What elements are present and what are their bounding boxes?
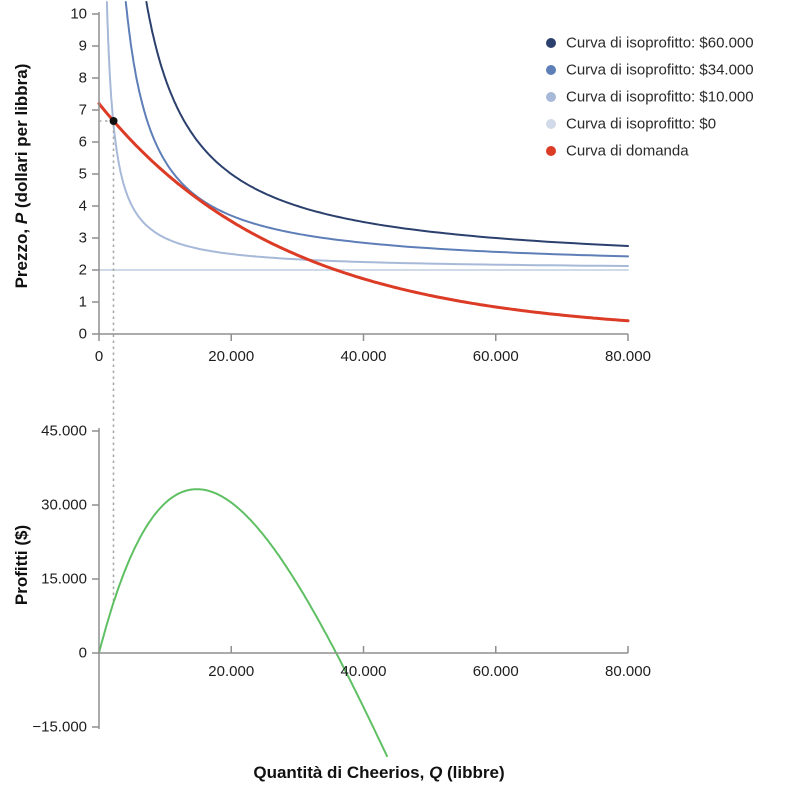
price-panel-axes: 0 1 2 3 4 5 6 7 8 9 10 0 20.000 40.000 60.000 80.000 — [70, 6, 651, 366]
price-y-tick-label: 7 — [79, 102, 87, 119]
legend-dot-isoprofit-60000 — [546, 38, 556, 48]
legend-label-demand: Curva di domanda — [566, 143, 689, 160]
legend-dot-isoprofit-34000 — [546, 65, 556, 75]
marked-point-group — [99, 117, 118, 603]
profit-y-tick-label: 15.000 — [41, 571, 87, 588]
price-y-tick-label: 4 — [79, 198, 87, 215]
price-axis-title-em: P — [12, 212, 31, 224]
quantity-axis-title: Quantità di Cheerios, Q (libbre) — [253, 763, 504, 782]
legend-label-isoprofit-0: Curva di isoprofitto: $0 — [566, 116, 716, 133]
price-axis-title-post: (dollari per libbra) — [12, 64, 31, 213]
price-x-tick-label: 40.000 — [341, 348, 387, 365]
profit-panel-curves — [98, 488, 389, 758]
price-x-tick-label: 80.000 — [605, 348, 651, 365]
profit-y-tick-label: 0 — [79, 645, 87, 662]
isoprofit-34000-curve — [124, 1, 629, 258]
profit-axis-title: Profitti ($) — [12, 525, 31, 605]
marked-point[interactable] — [109, 117, 118, 126]
quantity-axis-title-post: (libbre) — [442, 763, 504, 782]
profit-axis-title-text: Profitti ($) — [12, 525, 31, 605]
profit-panel-axes: 45.000 30.000 15.000 0 −15.000 20.000 40.000 60… — [32, 423, 651, 736]
price-y-tick-label: 1 — [79, 294, 87, 311]
legend-label-isoprofit-34000: Curva di isoprofitto: $34.000 — [566, 62, 754, 79]
legend-item-isoprofit-60000: Curva di isoprofitto: $60.000 — [546, 35, 754, 52]
profit-curve — [98, 488, 389, 758]
quantity-axis-title-pre: Quantità di Cheerios, — [253, 763, 429, 782]
legend-item-isoprofit-0: Curva di isoprofitto: $0 — [546, 116, 716, 133]
legend-dot-demand — [546, 146, 556, 156]
price-y-tick-label: 9 — [79, 38, 87, 55]
isoprofit-60000-curve — [145, 1, 629, 247]
legend-dot-isoprofit-10000 — [546, 92, 556, 102]
profit-y-tick-label: 45.000 — [41, 423, 87, 440]
legend-item-isoprofit-10000: Curva di isoprofitto: $10.000 — [546, 89, 754, 106]
profit-x-tick-label: 20.000 — [208, 663, 254, 680]
quantity-axis-title-em: Q — [429, 763, 442, 782]
profit-x-tick-label: 40.000 — [341, 663, 387, 680]
price-y-tick-label: 0 — [79, 326, 87, 343]
price-y-tick-label: 8 — [79, 70, 87, 87]
price-y-tick-label: 3 — [79, 230, 87, 247]
price-x-tick-label: 0 — [95, 348, 103, 365]
profit-y-tick-label: 30.000 — [41, 497, 87, 514]
demand-curve — [97, 102, 630, 323]
legend: Curva di isoprofitto: $60.000 Curva di is… — [546, 35, 754, 160]
price-x-tick-label: 60.000 — [473, 348, 519, 365]
price-y-tick-label: 5 — [79, 166, 87, 183]
legend-dot-isoprofit-0 — [546, 119, 556, 129]
price-y-tick-label: 10 — [70, 6, 87, 23]
profit-x-tick-label: 60.000 — [473, 663, 519, 680]
legend-item-isoprofit-34000: Curva di isoprofitto: $34.000 — [546, 62, 754, 79]
price-panel-curves — [97, 1, 630, 323]
legend-label-isoprofit-10000: Curva di isoprofitto: $10.000 — [566, 89, 754, 106]
profit-y-tick-label: −15.000 — [32, 719, 87, 736]
profit-x-tick-label: 80.000 — [605, 663, 651, 680]
price-x-tick-label: 20.000 — [208, 348, 254, 365]
price-axis-title: Prezzo, P (dollari per libbra) — [12, 64, 31, 289]
legend-label-isoprofit-60000: Curva di isoprofitto: $60.000 — [566, 35, 754, 52]
price-y-tick-label: 6 — [79, 134, 87, 151]
price-axis-title-pre: Prezzo, — [12, 224, 31, 288]
isoprofit-10000-curve — [105, 1, 629, 267]
price-y-tick-label: 2 — [79, 262, 87, 279]
legend-item-demand: Curva di domanda — [546, 143, 689, 160]
